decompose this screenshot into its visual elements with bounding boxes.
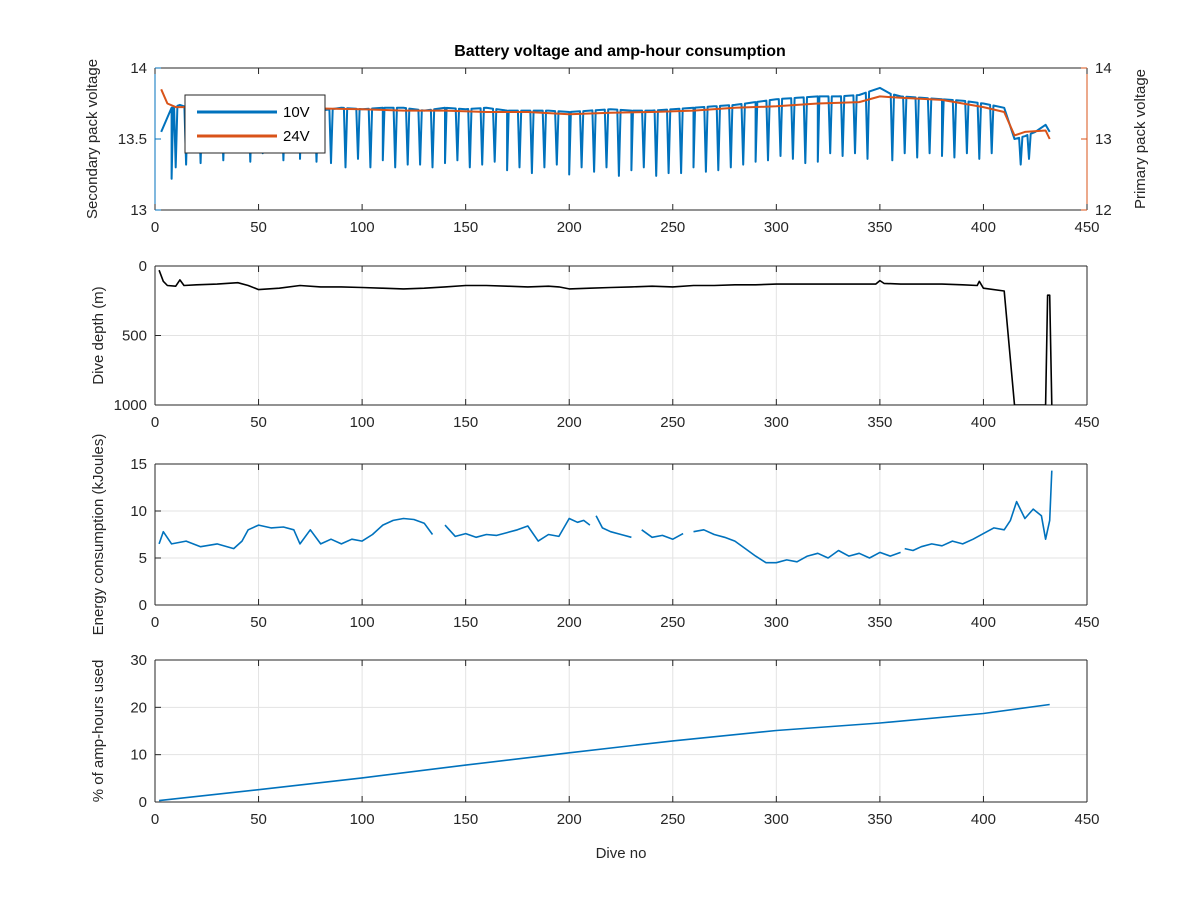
x-tick-label: 100: [350, 811, 375, 828]
x-tick-label: 400: [971, 414, 996, 431]
plot-area: [158, 269, 1053, 405]
chart-panel-1: 0 50 100 150 200 250 300 350 400 450 13 13.5 14 12 13 1…: [84, 59, 1149, 236]
x-tick-label: 400: [971, 811, 996, 828]
x-tick-label: 300: [764, 614, 789, 631]
x-tick-label: 350: [867, 614, 892, 631]
x-tick-label: 150: [453, 614, 478, 631]
x-tick-label: 250: [660, 614, 685, 631]
x-tick-label: 100: [350, 219, 375, 236]
y-right-tick-label: 12: [1095, 202, 1112, 219]
y-right-tick-label: 14: [1095, 60, 1112, 77]
y-tick-label: 0: [139, 794, 147, 811]
series-line-3-seg-4: [641, 529, 684, 540]
x-tick-label: 100: [350, 414, 375, 431]
y-tick-label: 1000: [114, 397, 147, 414]
y-axis-label: Energy consumption (kJoules): [90, 434, 107, 636]
x-tick-label: 200: [557, 219, 582, 236]
chart-panel-3: 0 50 100 150 200 250 300 350 400 450 0 5 10 15 Energy …: [90, 434, 1100, 636]
series-line-3-seg-5: [693, 529, 901, 564]
x-tick-label: 250: [660, 414, 685, 431]
x-tick-label: 200: [557, 811, 582, 828]
x-tick-label: 350: [867, 219, 892, 236]
plot-area: [159, 703, 1050, 802]
legend-label-10v: 10V: [283, 104, 310, 121]
x-tick-label: 150: [453, 811, 478, 828]
y-axis-label: Secondary pack voltage: [84, 59, 101, 219]
x-tick-label: 0: [151, 414, 159, 431]
x-tick-label: 350: [867, 811, 892, 828]
x-tick-label: 450: [1074, 414, 1099, 431]
x-tick-label: 350: [867, 414, 892, 431]
legend-box: [184, 94, 326, 154]
y-tick-label: 5: [139, 550, 147, 567]
x-tick-label: 200: [557, 614, 582, 631]
x-tick-label: 200: [557, 414, 582, 431]
series-line-3-seg-1: [158, 517, 434, 550]
x-tick-label: 150: [453, 219, 478, 236]
y-tick-label: 0: [139, 258, 147, 275]
series-line-4: [159, 703, 1050, 802]
x-tick-label: 50: [250, 614, 267, 631]
y-tick-label: 13.5: [118, 131, 147, 148]
y-tick-label: 10: [130, 747, 147, 764]
y-right-tick-label: 13: [1095, 131, 1112, 148]
x-tick-label: 100: [350, 614, 375, 631]
plot-area: [158, 470, 1053, 564]
x-tick-label: 450: [1074, 811, 1099, 828]
y-tick-label: 13: [130, 202, 147, 219]
x-tick-label: 0: [151, 811, 159, 828]
figure-title: Battery voltage and amp-hour consumption: [454, 43, 786, 60]
y-tick-label: 500: [122, 328, 147, 345]
x-tick-label: 0: [151, 614, 159, 631]
x-tick-label: 400: [971, 614, 996, 631]
x-tick-label: 0: [151, 219, 159, 236]
x-tick-label: 450: [1074, 614, 1099, 631]
chart-panel-4: 0 50 100 150 200 250 300 350 400 450 0 10 20 30 % of a…: [90, 652, 1100, 862]
series-line-3-seg-6: [904, 470, 1053, 552]
series-line-2: [158, 269, 1053, 405]
y-tick-label: 15: [130, 456, 147, 473]
x-tick-label: 250: [660, 811, 685, 828]
x-tick-label: 150: [453, 414, 478, 431]
x-tick-label: 300: [764, 414, 789, 431]
x-axis-label: Dive no: [596, 845, 647, 862]
x-tick-label: 50: [250, 414, 267, 431]
x-tick-label: 300: [764, 811, 789, 828]
chart-panel-2: 0 50 100 150 200 250 300 350 400 450 0 500 1000 Dive …: [90, 258, 1100, 431]
y-tick-label: 10: [130, 503, 147, 520]
series-10v-line: [160, 86, 1051, 180]
x-tick-label: 50: [250, 811, 267, 828]
y-tick-label: 30: [130, 652, 147, 669]
x-tick-label: 50: [250, 219, 267, 236]
y-tick-label: 14: [130, 60, 147, 77]
legend-label-24v: 24V: [283, 128, 310, 145]
x-tick-label: 300: [764, 219, 789, 236]
y-axis-label: % of amp-hours used: [90, 660, 107, 803]
x-tick-label: 400: [971, 219, 996, 236]
series-line-3-seg-2: [444, 517, 591, 542]
x-tick-label: 250: [660, 219, 685, 236]
y-axis-label: Dive depth (m): [90, 286, 107, 384]
y-tick-label: 20: [130, 699, 147, 716]
x-tick-label: 450: [1074, 219, 1099, 236]
series-line-3-seg-3: [595, 515, 632, 539]
y-tick-label: 0: [139, 597, 147, 614]
y-axis-label-right: Primary pack voltage: [1132, 69, 1149, 209]
